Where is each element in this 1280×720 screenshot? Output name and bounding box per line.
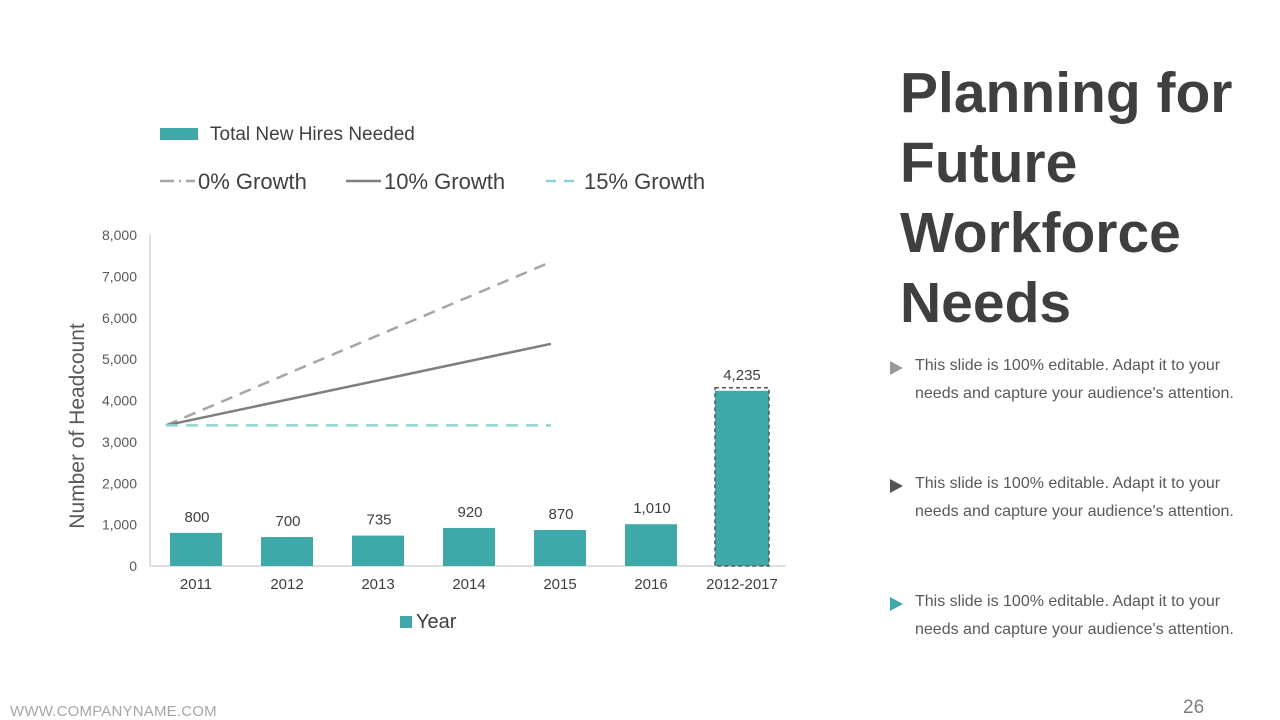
- title-line: Future: [900, 131, 1078, 195]
- y-tick-label: 6,000: [102, 310, 137, 326]
- headcount-chart: Total New Hires Needed 0% Growth 10% Growt…: [66, 124, 786, 633]
- bar-value-label: 4,235: [723, 367, 761, 384]
- x-tick-label: 2013: [361, 576, 394, 593]
- triangle-bullet-icon: [890, 361, 903, 375]
- slide-title: Planning for Future Workforce Needs: [900, 58, 1270, 338]
- y-tick-label: 5,000: [102, 351, 137, 367]
- bar-value-label: 920: [457, 504, 482, 521]
- bar-value-label: 700: [275, 513, 300, 530]
- x-tick-label: 2016: [634, 576, 667, 593]
- bullet-item: This slide is 100% editable. Adapt it to…: [888, 470, 1258, 588]
- x-axis-ticks: 2011 2012 2013 2014 2015 2016 2012-2017: [180, 576, 778, 593]
- triangle-bullet-icon: [890, 597, 903, 611]
- growth-line: [165, 342, 552, 427]
- bar-value-label: 800: [184, 509, 209, 526]
- x-tick-label: 2012: [270, 576, 303, 593]
- title-line: Needs: [900, 271, 1072, 335]
- y-tick-label: 3,000: [102, 434, 137, 450]
- page-number: 26: [1183, 697, 1205, 718]
- bar: [715, 390, 769, 566]
- triangle-bullet-icon: [890, 479, 903, 493]
- x-axis-legend: Year: [400, 611, 457, 633]
- legend-label: 15% Growth: [584, 169, 705, 194]
- y-tick-label: 7,000: [102, 268, 137, 284]
- bullet-item: This slide is 100% editable. Adapt it to…: [888, 352, 1258, 470]
- bar: [261, 537, 313, 566]
- bar-series: 800 700 735 920 870 1,010 4,235: [170, 367, 770, 567]
- x-tick-label: 2014: [452, 576, 485, 593]
- legend-label: Total New Hires Needed: [210, 124, 415, 145]
- x-tick-label: 2012-2017: [706, 576, 778, 593]
- y-tick-label: 8,000: [102, 227, 137, 243]
- legend-label: 0% Growth: [198, 169, 307, 194]
- y-axis-ticks: 0 1,000 2,000 3,000 4,000 5,000 6,000 7,000 8,00…: [102, 227, 137, 574]
- growth-line: [165, 260, 552, 427]
- bar-value-label: 870: [548, 506, 573, 523]
- legend-label: 10% Growth: [384, 169, 505, 194]
- y-tick-label: 0: [129, 558, 137, 574]
- footer-url[interactable]: WWW.COMPANYNAME.COM: [10, 703, 217, 720]
- x-tick-label: 2015: [543, 576, 576, 593]
- legend-swatch-bar: [400, 616, 412, 628]
- growth-line-series: [165, 260, 552, 427]
- chart-legend: Total New Hires Needed 0% Growth 10% Growt…: [160, 124, 705, 194]
- x-axis-title: Year: [416, 611, 457, 633]
- bar: [534, 530, 586, 566]
- total-bar-outline: [714, 387, 770, 567]
- bar-value-label: 1,010: [633, 500, 671, 517]
- x-tick-label: 2011: [180, 576, 212, 593]
- bullet-list: This slide is 100% editable. Adapt it to…: [888, 352, 1258, 706]
- bullet-item: This slide is 100% editable. Adapt it to…: [888, 588, 1258, 706]
- title-line: Workforce: [900, 201, 1181, 265]
- bullet-text: This slide is 100% editable. Adapt it to…: [915, 593, 1234, 638]
- y-tick-label: 2,000: [102, 475, 137, 491]
- bar: [170, 532, 222, 566]
- bar-value-label: 735: [366, 512, 391, 529]
- y-tick-label: 4,000: [102, 393, 137, 409]
- y-axis-title: Number of Headcount: [66, 323, 89, 529]
- legend-swatch-bar: [160, 128, 198, 140]
- bar: [625, 524, 677, 566]
- y-tick-label: 1,000: [102, 517, 137, 533]
- bar: [443, 527, 495, 566]
- bullet-text: This slide is 100% editable. Adapt it to…: [915, 357, 1234, 402]
- bullet-text: This slide is 100% editable. Adapt it to…: [915, 475, 1234, 520]
- title-line: Planning for: [900, 61, 1233, 125]
- bar: [352, 535, 404, 566]
